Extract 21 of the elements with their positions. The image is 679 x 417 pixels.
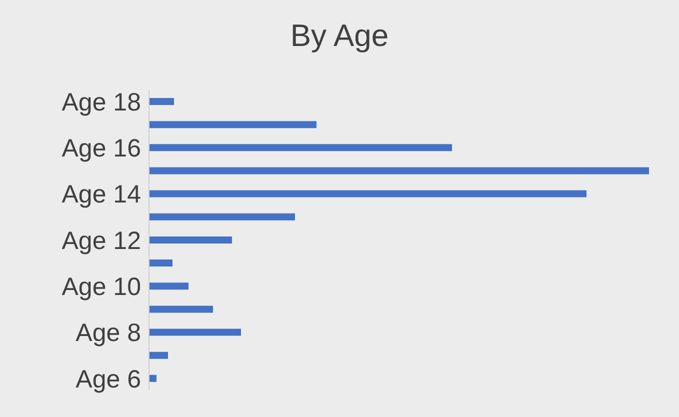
bar bbox=[149, 144, 452, 152]
y-tick-label: Age 18 bbox=[62, 88, 141, 116]
y-tick-label: Age 8 bbox=[76, 319, 141, 348]
y-tick-label: Age 14 bbox=[62, 180, 142, 209]
y-tick-label: Age 12 bbox=[62, 226, 141, 255]
bar bbox=[149, 260, 172, 267]
y-tick-label: Age 16 bbox=[62, 134, 141, 163]
bar bbox=[149, 236, 232, 244]
bar bbox=[149, 121, 316, 128]
bar bbox=[149, 213, 295, 220]
bar bbox=[149, 190, 586, 198]
y-tick-label: Age 10 bbox=[62, 273, 141, 302]
y-tick-label: Age 6 bbox=[76, 365, 141, 394]
bar bbox=[149, 374, 156, 382]
bar bbox=[149, 98, 174, 105]
bar bbox=[149, 306, 213, 313]
bar bbox=[149, 328, 241, 336]
chart-title: By Age bbox=[289, 18, 390, 54]
bar bbox=[149, 352, 168, 359]
bar bbox=[149, 167, 649, 174]
bar bbox=[149, 282, 188, 290]
